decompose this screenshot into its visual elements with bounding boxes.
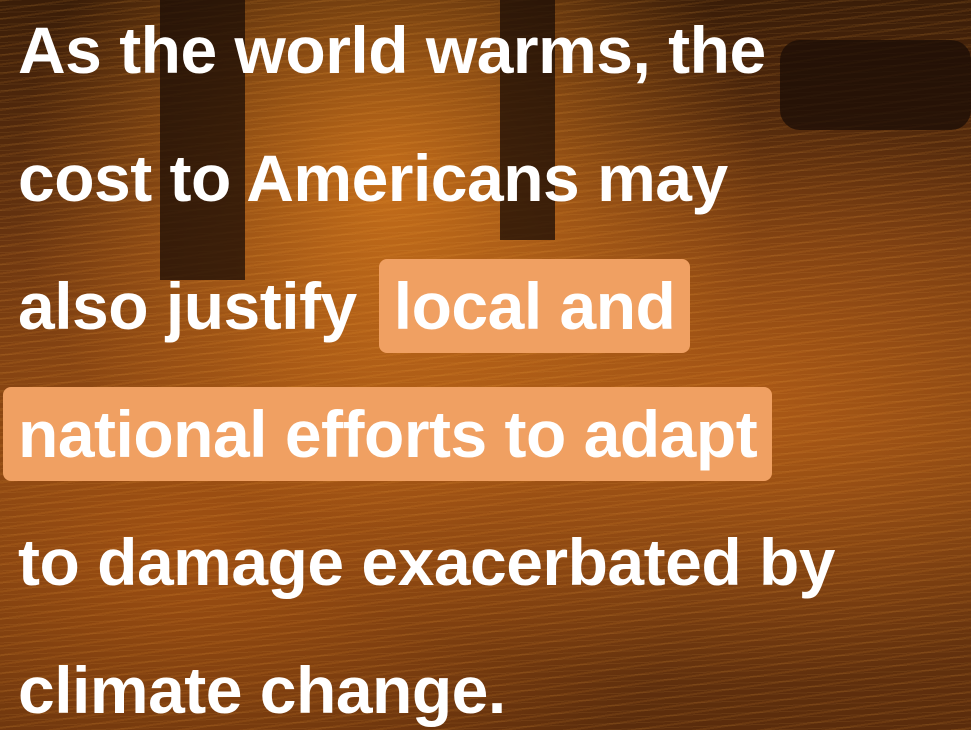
- text-line: to damage exacerbated by: [18, 498, 835, 626]
- highlighted-text: local and: [379, 259, 691, 353]
- text: climate change.: [18, 653, 506, 727]
- page: As the world warms, the cost to Americans…: [0, 0, 971, 730]
- text: cost to Americans may: [18, 141, 728, 215]
- text: to damage exacerbated by: [18, 525, 835, 599]
- text-line: national efforts to adapt: [18, 370, 772, 498]
- text: As the world warms, the: [18, 13, 766, 87]
- highlighted-text: national efforts to adapt: [3, 387, 772, 481]
- text-line: As the world warms, the: [18, 0, 766, 114]
- text-line: climate change.: [18, 626, 506, 754]
- car: [780, 40, 971, 130]
- text-line: also justify local and: [18, 242, 690, 370]
- text: also justify: [18, 269, 357, 343]
- text-line: cost to Americans may: [18, 114, 728, 242]
